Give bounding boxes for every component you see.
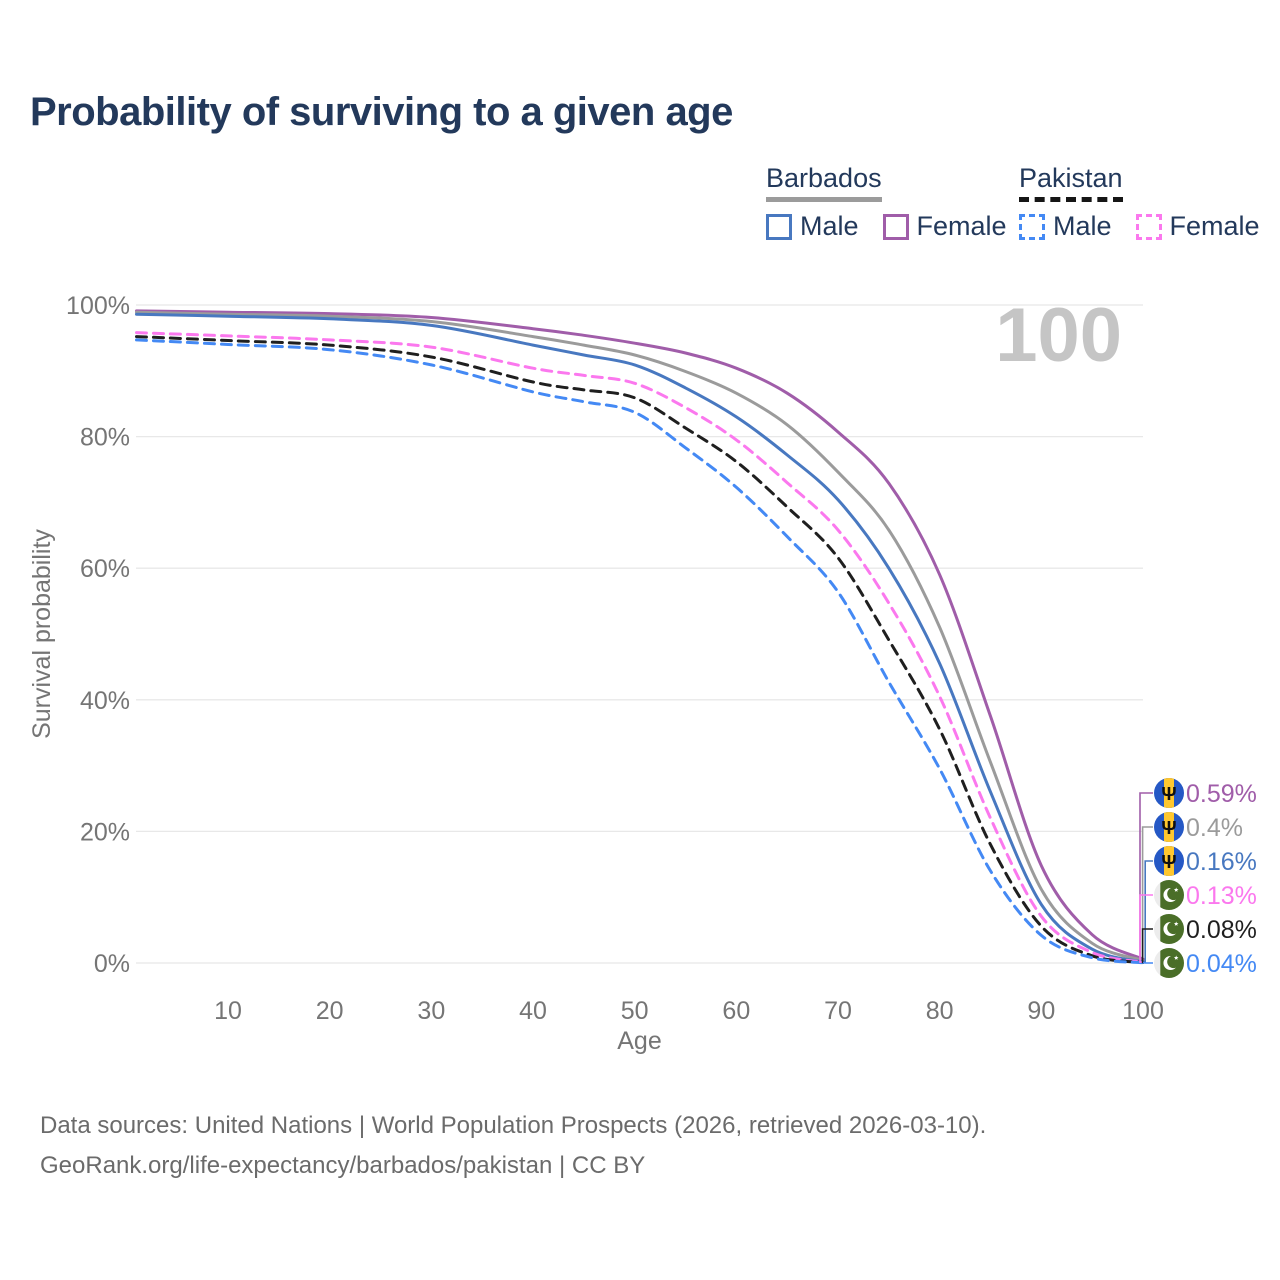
y-tick-label: 0% xyxy=(94,950,130,978)
x-tick-label: 80 xyxy=(926,997,954,1025)
end-label-connector-pakistan-both-sexes xyxy=(1141,928,1153,964)
end-label-connector-barbados-male xyxy=(1143,860,1153,963)
y-tick-label: 20% xyxy=(80,818,130,846)
line-swatch-solid-blue xyxy=(766,213,792,240)
end-label-value: 0.13% xyxy=(1186,882,1257,910)
age-counter-watermark: 100 xyxy=(995,293,1122,378)
legend-item-pakistan-male[interactable]: Male xyxy=(1019,211,1112,242)
page-title: Probability of surviving to a given age xyxy=(30,90,733,134)
y-tick-label: 40% xyxy=(80,687,130,715)
y-axis-title: Survival probability xyxy=(28,529,56,739)
barbados-flag-icon: Ψ xyxy=(1154,778,1184,808)
end-label-connector-barbados-female xyxy=(1139,792,1153,960)
end-label-value: 0.16% xyxy=(1186,848,1257,876)
end-label-value: 0.59% xyxy=(1186,780,1257,808)
legend-item-barbados-female[interactable]: Female xyxy=(882,211,1007,242)
x-tick-label: 20 xyxy=(316,997,344,1025)
x-tick-label: 60 xyxy=(722,997,750,1025)
end-label-barbados-both-sexes: Ψ 0.4% xyxy=(1154,812,1243,842)
pakistan-flag-icon xyxy=(1154,914,1184,944)
y-tick-label: 100% xyxy=(66,292,130,320)
end-label-value: 0.08% xyxy=(1186,916,1257,944)
barbados-flag-icon: Ψ xyxy=(1154,846,1184,876)
end-label-pakistan-male: 0.04% xyxy=(1154,948,1257,978)
end-label-connector-barbados-both-sexes xyxy=(1141,826,1153,962)
legend-group-pakistan: Pakistan Male Female xyxy=(1019,163,1260,242)
trident-glyph: Ψ xyxy=(1161,851,1176,872)
source-url-text: GeoRank.org/life-expectancy/barbados/pak… xyxy=(40,1152,646,1179)
x-tick-label: 10 xyxy=(214,997,242,1025)
line-barbados-male xyxy=(135,312,1145,964)
y-tick-label: 60% xyxy=(80,555,130,583)
chart-footer: Data sources: United Nations | World Pop… xyxy=(40,1106,986,1186)
legend-items-barbados: Male Female xyxy=(766,211,1007,242)
x-tick-label: 30 xyxy=(417,997,445,1025)
line-pakistan-male xyxy=(135,338,1145,965)
x-tick-label: 40 xyxy=(519,997,547,1025)
line-swatch-dashed-blue xyxy=(1019,213,1045,240)
pakistan-flag-icon xyxy=(1154,948,1184,978)
legend-item-label: Female xyxy=(916,211,1007,241)
line-swatch-solid-purple xyxy=(882,213,909,240)
legend-item-label: Male xyxy=(800,211,859,241)
end-label-connector-pakistan-female xyxy=(1139,894,1153,963)
data-sources-text: Data sources: United Nations | World Pop… xyxy=(40,1112,987,1139)
trident-glyph: Ψ xyxy=(1161,783,1176,804)
legend-item-pakistan-female[interactable]: Female xyxy=(1135,211,1260,242)
pakistan-flag-icon xyxy=(1154,880,1184,910)
x-tick-label: 50 xyxy=(621,997,649,1025)
legend-country-barbados: Barbados xyxy=(766,163,1007,202)
legend-items-pakistan: Male Female xyxy=(1019,211,1260,242)
x-tick-label: 100 xyxy=(1122,997,1164,1025)
legend-item-label: Male xyxy=(1053,211,1112,241)
trident-glyph: Ψ xyxy=(1161,817,1176,838)
end-label-pakistan-female: 0.13% xyxy=(1154,880,1257,910)
legend-country-label: Barbados xyxy=(766,163,882,202)
line-barbados-both-sexes xyxy=(135,310,1145,962)
legend-item-label: Female xyxy=(1169,211,1260,241)
x-tick-label: 70 xyxy=(824,997,852,1025)
end-label-barbados-male: Ψ 0.16% xyxy=(1154,846,1257,876)
legend-country-pakistan: Pakistan xyxy=(1019,163,1260,202)
end-label-barbados-female: Ψ 0.59% xyxy=(1154,778,1257,808)
end-label-value: 0.04% xyxy=(1186,950,1257,978)
line-barbados-female xyxy=(135,309,1145,961)
legend-group-barbados: Barbados Male Female xyxy=(766,163,1007,242)
x-tick-label: 90 xyxy=(1027,997,1055,1025)
line-pakistan-female xyxy=(135,331,1145,964)
line-swatch-dashed-pink xyxy=(1135,213,1162,240)
barbados-flag-icon: Ψ xyxy=(1154,812,1184,842)
legend-country-label: Pakistan xyxy=(1019,163,1123,202)
y-tick-label: 80% xyxy=(80,424,130,452)
end-label-value: 0.4% xyxy=(1186,814,1243,842)
end-label-pakistan-both-sexes: 0.08% xyxy=(1154,914,1257,944)
x-axis-title: Age xyxy=(617,1027,661,1055)
legend-item-barbados-male[interactable]: Male xyxy=(766,211,859,242)
line-pakistan-both-sexes xyxy=(135,335,1145,964)
